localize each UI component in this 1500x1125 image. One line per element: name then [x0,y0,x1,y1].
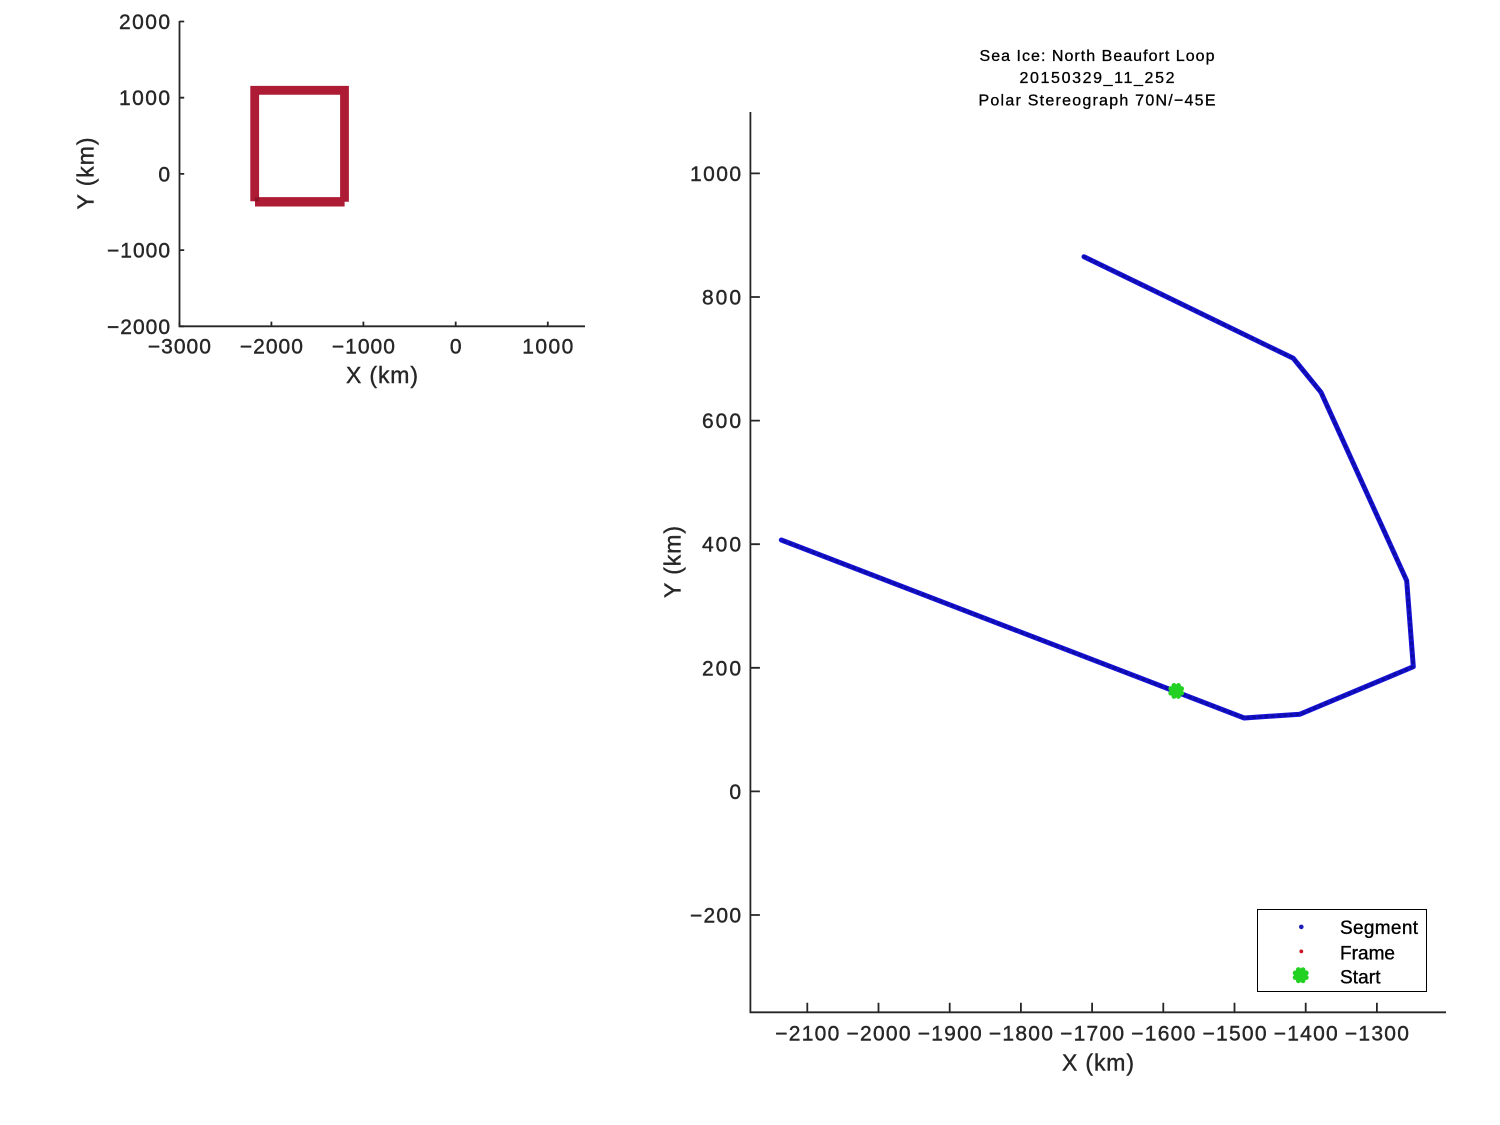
svg-text:1000: 1000 [119,87,170,110]
svg-text:2000: 2000 [119,11,170,34]
svg-text:−1600: −1600 [1131,1023,1195,1046]
svg-text:−2100: −2100 [775,1023,839,1046]
svg-text:−2000: −2000 [107,316,170,339]
svg-text:400: 400 [702,534,741,557]
svg-text:0: 0 [729,781,741,804]
svg-text:−1500: −1500 [1203,1023,1267,1046]
svg-text:−200: −200 [690,905,741,928]
svg-text:−1000: −1000 [107,240,170,263]
svg-text:0: 0 [450,336,462,359]
svg-text:−1400: −1400 [1274,1023,1338,1046]
svg-text:800: 800 [702,287,741,310]
svg-text:X (km): X (km) [346,362,418,388]
svg-text:1000: 1000 [522,336,573,359]
svg-text:Start: Start [1340,968,1381,989]
svg-text:−1000: −1000 [332,336,395,359]
svg-text:−2000: −2000 [847,1023,911,1046]
svg-text:X (km): X (km) [1062,1050,1134,1076]
svg-text:Y (km): Y (km) [660,526,686,598]
svg-text:−1800: −1800 [989,1023,1053,1046]
svg-text:Segment: Segment [1340,918,1419,939]
svg-text:20150329_11_252: 20150329_11_252 [1020,70,1175,87]
svg-text:−2000: −2000 [240,336,303,359]
svg-text:600: 600 [702,410,741,433]
svg-text:Frame: Frame [1340,944,1395,965]
svg-text:0: 0 [158,163,170,186]
svg-text:Y (km): Y (km) [73,138,99,210]
svg-text:−3000: −3000 [148,336,211,359]
svg-text:−1300: −1300 [1345,1023,1409,1046]
svg-text:Sea Ice: North Beaufort Loop: Sea Ice: North Beaufort Loop [980,48,1215,65]
svg-text:200: 200 [702,657,741,680]
svg-text:Polar Stereograph 70N/−45E: Polar Stereograph 70N/−45E [979,92,1216,109]
svg-text:−1900: −1900 [918,1023,982,1046]
svg-text:1000: 1000 [690,163,741,186]
svg-text:−1700: −1700 [1060,1023,1124,1046]
